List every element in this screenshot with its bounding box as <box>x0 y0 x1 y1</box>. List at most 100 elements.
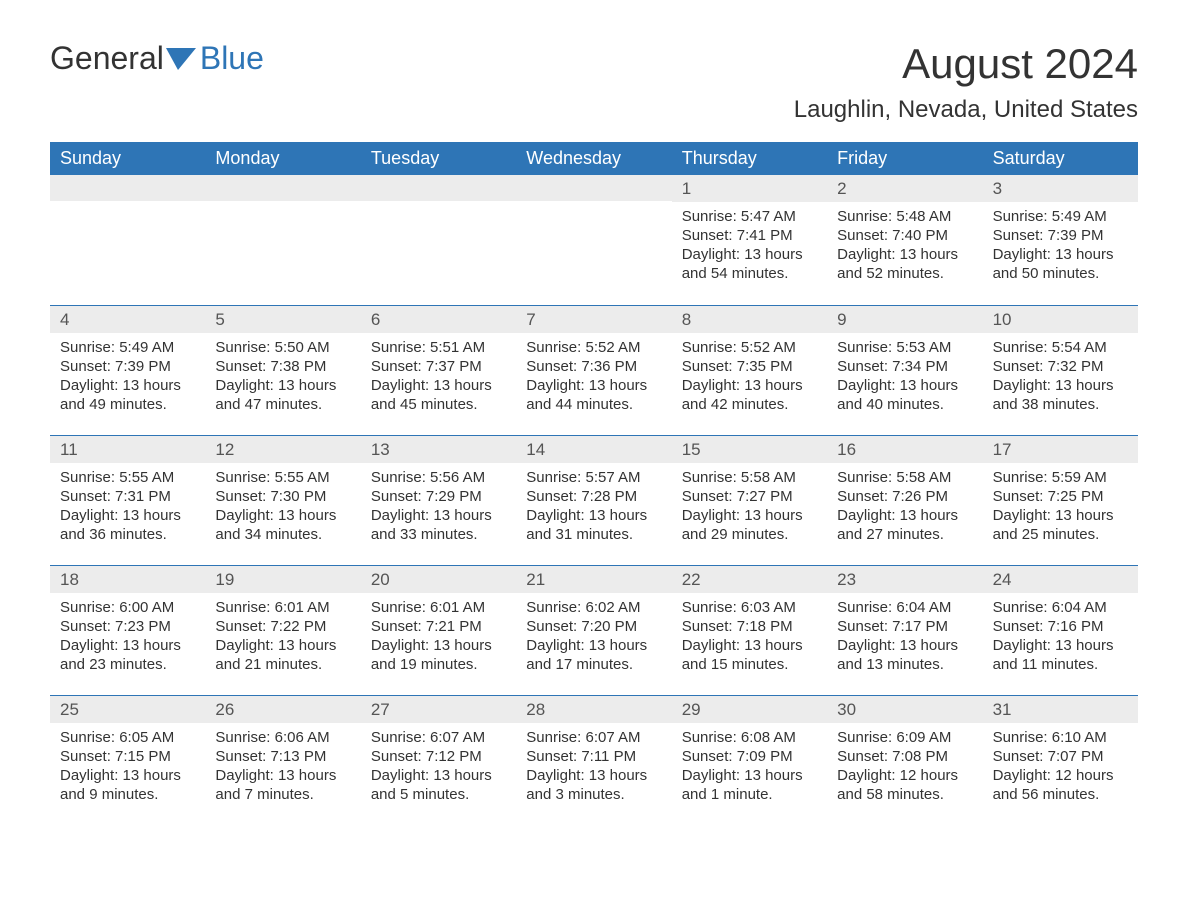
day-cell: 18Sunrise: 6:00 AMSunset: 7:23 PMDayligh… <box>50 566 205 695</box>
day-cell: 13Sunrise: 5:56 AMSunset: 7:29 PMDayligh… <box>361 436 516 565</box>
day-number: 22 <box>672 566 827 593</box>
sunrise-text: Sunrise: 5:54 AM <box>993 339 1128 358</box>
sunrise-text: Sunrise: 6:08 AM <box>682 729 817 748</box>
day-body: Sunrise: 6:09 AMSunset: 7:08 PMDaylight:… <box>827 723 982 818</box>
sunset-text: Sunset: 7:37 PM <box>371 358 506 377</box>
day-cell: 24Sunrise: 6:04 AMSunset: 7:16 PMDayligh… <box>983 566 1138 695</box>
day-cell: 21Sunrise: 6:02 AMSunset: 7:20 PMDayligh… <box>516 566 671 695</box>
sunrise-text: Sunrise: 5:49 AM <box>60 339 195 358</box>
day-label-friday: Friday <box>827 142 982 175</box>
day-cell: 28Sunrise: 6:07 AMSunset: 7:11 PMDayligh… <box>516 696 671 825</box>
day-cell: 29Sunrise: 6:08 AMSunset: 7:09 PMDayligh… <box>672 696 827 825</box>
day-number: 13 <box>361 436 516 463</box>
daylight-text: Daylight: 12 hours and 58 minutes. <box>837 767 972 805</box>
daylight-text: Daylight: 13 hours and 9 minutes. <box>60 767 195 805</box>
day-body: Sunrise: 5:47 AMSunset: 7:41 PMDaylight:… <box>672 202 827 297</box>
daylight-text: Daylight: 13 hours and 42 minutes. <box>682 377 817 415</box>
sunset-text: Sunset: 7:34 PM <box>837 358 972 377</box>
daylight-text: Daylight: 12 hours and 56 minutes. <box>993 767 1128 805</box>
sunset-text: Sunset: 7:16 PM <box>993 618 1128 637</box>
day-number: 26 <box>205 696 360 723</box>
daylight-text: Daylight: 13 hours and 23 minutes. <box>60 637 195 675</box>
day-number: 27 <box>361 696 516 723</box>
sunrise-text: Sunrise: 6:01 AM <box>215 599 350 618</box>
daylight-text: Daylight: 13 hours and 19 minutes. <box>371 637 506 675</box>
sunrise-text: Sunrise: 5:56 AM <box>371 469 506 488</box>
day-label-thursday: Thursday <box>672 142 827 175</box>
daylight-text: Daylight: 13 hours and 17 minutes. <box>526 637 661 675</box>
sunset-text: Sunset: 7:39 PM <box>993 227 1128 246</box>
day-cell: 26Sunrise: 6:06 AMSunset: 7:13 PMDayligh… <box>205 696 360 825</box>
logo-flag-icon <box>166 48 196 70</box>
day-number: 5 <box>205 306 360 333</box>
day-cell: 6Sunrise: 5:51 AMSunset: 7:37 PMDaylight… <box>361 306 516 435</box>
sunset-text: Sunset: 7:38 PM <box>215 358 350 377</box>
sunset-text: Sunset: 7:07 PM <box>993 748 1128 767</box>
day-cell: 31Sunrise: 6:10 AMSunset: 7:07 PMDayligh… <box>983 696 1138 825</box>
day-body: Sunrise: 5:48 AMSunset: 7:40 PMDaylight:… <box>827 202 982 297</box>
day-number <box>516 175 671 201</box>
daylight-text: Daylight: 13 hours and 11 minutes. <box>993 637 1128 675</box>
daylight-text: Daylight: 13 hours and 7 minutes. <box>215 767 350 805</box>
sunset-text: Sunset: 7:31 PM <box>60 488 195 507</box>
daylight-text: Daylight: 13 hours and 34 minutes. <box>215 507 350 545</box>
day-cell: 16Sunrise: 5:58 AMSunset: 7:26 PMDayligh… <box>827 436 982 565</box>
logo: General Blue <box>50 40 264 77</box>
day-body: Sunrise: 5:55 AMSunset: 7:30 PMDaylight:… <box>205 463 360 558</box>
daylight-text: Daylight: 13 hours and 47 minutes. <box>215 377 350 415</box>
sunset-text: Sunset: 7:12 PM <box>371 748 506 767</box>
day-cell: 12Sunrise: 5:55 AMSunset: 7:30 PMDayligh… <box>205 436 360 565</box>
day-number: 23 <box>827 566 982 593</box>
day-cell: 27Sunrise: 6:07 AMSunset: 7:12 PMDayligh… <box>361 696 516 825</box>
day-cell: 30Sunrise: 6:09 AMSunset: 7:08 PMDayligh… <box>827 696 982 825</box>
calendar-week: 25Sunrise: 6:05 AMSunset: 7:15 PMDayligh… <box>50 695 1138 825</box>
day-cell: 14Sunrise: 5:57 AMSunset: 7:28 PMDayligh… <box>516 436 671 565</box>
sunset-text: Sunset: 7:35 PM <box>682 358 817 377</box>
sunset-text: Sunset: 7:40 PM <box>837 227 972 246</box>
sunrise-text: Sunrise: 5:50 AM <box>215 339 350 358</box>
day-body: Sunrise: 6:00 AMSunset: 7:23 PMDaylight:… <box>50 593 205 688</box>
sunset-text: Sunset: 7:08 PM <box>837 748 972 767</box>
daylight-text: Daylight: 13 hours and 13 minutes. <box>837 637 972 675</box>
day-body: Sunrise: 6:06 AMSunset: 7:13 PMDaylight:… <box>205 723 360 818</box>
day-cell: 25Sunrise: 6:05 AMSunset: 7:15 PMDayligh… <box>50 696 205 825</box>
sunrise-text: Sunrise: 6:09 AM <box>837 729 972 748</box>
page-subtitle: Laughlin, Nevada, United States <box>50 96 1138 124</box>
day-body: Sunrise: 6:03 AMSunset: 7:18 PMDaylight:… <box>672 593 827 688</box>
daylight-text: Daylight: 13 hours and 31 minutes. <box>526 507 661 545</box>
day-number: 24 <box>983 566 1138 593</box>
day-cell: 1Sunrise: 5:47 AMSunset: 7:41 PMDaylight… <box>672 175 827 305</box>
day-body: Sunrise: 6:04 AMSunset: 7:16 PMDaylight:… <box>983 593 1138 688</box>
day-body: Sunrise: 6:02 AMSunset: 7:20 PMDaylight:… <box>516 593 671 688</box>
day-body: Sunrise: 6:07 AMSunset: 7:11 PMDaylight:… <box>516 723 671 818</box>
day-cell: 5Sunrise: 5:50 AMSunset: 7:38 PMDaylight… <box>205 306 360 435</box>
day-body: Sunrise: 6:01 AMSunset: 7:22 PMDaylight:… <box>205 593 360 688</box>
calendar: Sunday Monday Tuesday Wednesday Thursday… <box>50 142 1138 825</box>
daylight-text: Daylight: 13 hours and 54 minutes. <box>682 246 817 284</box>
sunset-text: Sunset: 7:15 PM <box>60 748 195 767</box>
day-cell: 17Sunrise: 5:59 AMSunset: 7:25 PMDayligh… <box>983 436 1138 565</box>
day-body: Sunrise: 5:50 AMSunset: 7:38 PMDaylight:… <box>205 333 360 428</box>
sunset-text: Sunset: 7:28 PM <box>526 488 661 507</box>
day-cell: 8Sunrise: 5:52 AMSunset: 7:35 PMDaylight… <box>672 306 827 435</box>
sunrise-text: Sunrise: 6:02 AM <box>526 599 661 618</box>
sunrise-text: Sunrise: 6:03 AM <box>682 599 817 618</box>
sunset-text: Sunset: 7:18 PM <box>682 618 817 637</box>
daylight-text: Daylight: 13 hours and 45 minutes. <box>371 377 506 415</box>
day-number: 14 <box>516 436 671 463</box>
day-body: Sunrise: 6:08 AMSunset: 7:09 PMDaylight:… <box>672 723 827 818</box>
sunset-text: Sunset: 7:32 PM <box>993 358 1128 377</box>
sunrise-text: Sunrise: 5:47 AM <box>682 208 817 227</box>
sunset-text: Sunset: 7:30 PM <box>215 488 350 507</box>
sunrise-text: Sunrise: 6:07 AM <box>371 729 506 748</box>
day-number: 20 <box>361 566 516 593</box>
day-number: 30 <box>827 696 982 723</box>
daylight-text: Daylight: 13 hours and 1 minute. <box>682 767 817 805</box>
day-body: Sunrise: 6:07 AMSunset: 7:12 PMDaylight:… <box>361 723 516 818</box>
calendar-week: 1Sunrise: 5:47 AMSunset: 7:41 PMDaylight… <box>50 175 1138 305</box>
day-number: 17 <box>983 436 1138 463</box>
sunset-text: Sunset: 7:25 PM <box>993 488 1128 507</box>
day-body <box>50 201 205 281</box>
day-cell: 10Sunrise: 5:54 AMSunset: 7:32 PMDayligh… <box>983 306 1138 435</box>
daylight-text: Daylight: 13 hours and 52 minutes. <box>837 246 972 284</box>
